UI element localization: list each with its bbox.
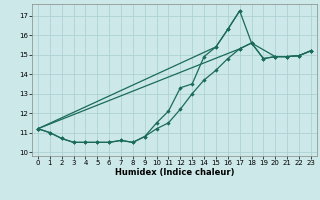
X-axis label: Humidex (Indice chaleur): Humidex (Indice chaleur)	[115, 168, 234, 177]
